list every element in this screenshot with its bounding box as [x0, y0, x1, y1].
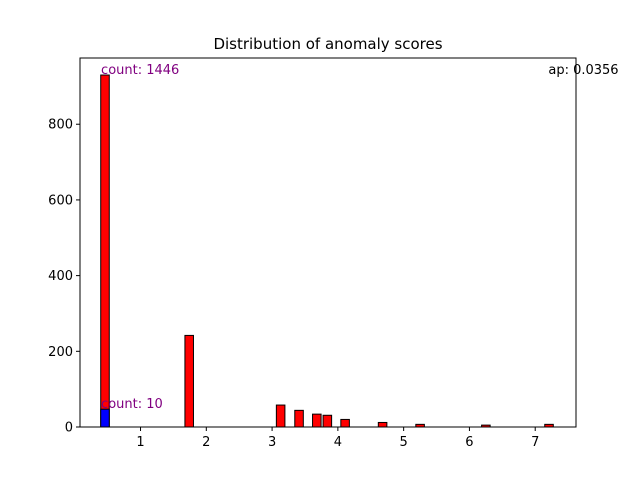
histogram-bar: [100, 74, 110, 428]
x-axis: 1 2 3 4 5 6 7: [136, 427, 539, 450]
histogram-bar: [377, 421, 388, 428]
y-axis: 0 200 400 600 800: [48, 118, 80, 436]
x-tick-label: 3: [268, 435, 276, 450]
annotation-label: count: 1446: [101, 63, 179, 78]
annotations-layer: count: 1446 count: 10 ap: 0.0356: [101, 63, 619, 412]
histogram-bar: [275, 404, 286, 428]
x-tick-label: 1: [136, 435, 144, 450]
histogram-bar: [294, 409, 304, 428]
x-tick-label: 7: [531, 435, 539, 450]
x-tick-label: 4: [334, 435, 342, 450]
x-tick-label: 2: [202, 435, 210, 450]
bars-layer: [100, 74, 554, 428]
histogram-bar: [322, 414, 333, 428]
y-tick-label: 600: [48, 193, 73, 208]
chart-title: Distribution of anomaly scores: [213, 35, 442, 53]
x-tick-label: 5: [400, 435, 408, 450]
y-tick-label: 0: [65, 421, 73, 436]
y-tick-label: 200: [48, 345, 73, 360]
histogram-bar: [184, 334, 194, 428]
annotation-label: ap: 0.0356: [548, 63, 618, 78]
annotation-label: count: 10: [101, 397, 163, 412]
y-tick-label: 400: [48, 269, 73, 284]
histogram-bar: [312, 413, 322, 428]
histogram-bar: [340, 418, 350, 428]
y-tick-label: 800: [48, 118, 73, 133]
plot-frame: [79, 57, 577, 428]
x-tick-label: 6: [465, 435, 473, 450]
